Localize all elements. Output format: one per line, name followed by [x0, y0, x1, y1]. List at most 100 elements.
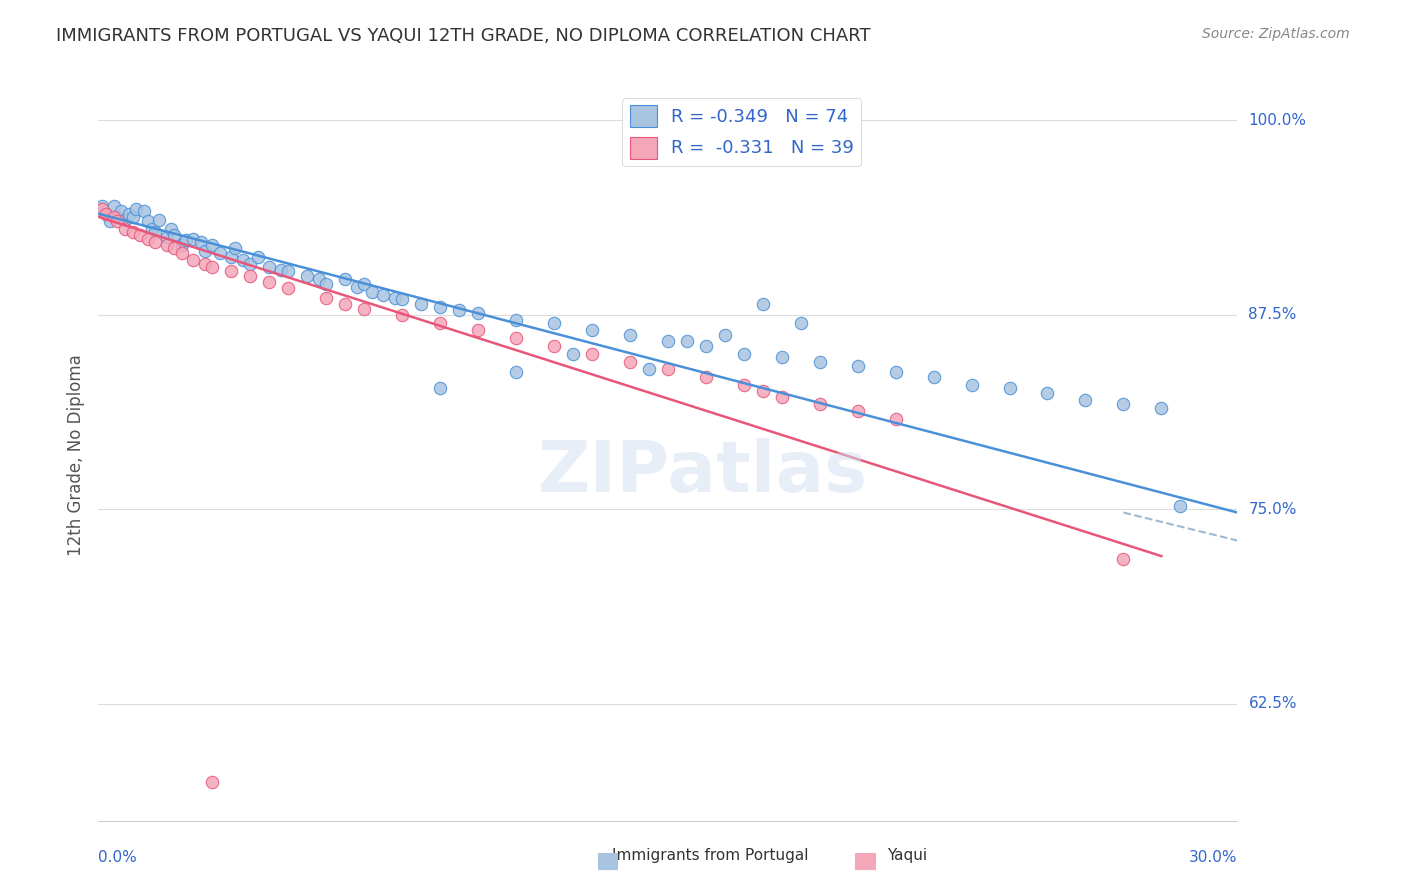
Point: [884, 412, 907, 426]
Point: [170, 245, 193, 260]
Point: [136, 231, 159, 245]
Point: [201, 260, 224, 274]
Point: [695, 339, 717, 353]
Point: [201, 237, 224, 252]
Point: [174, 233, 197, 247]
Text: Source: ZipAtlas.com: Source: ZipAtlas.com: [1202, 27, 1350, 41]
Point: [145, 226, 167, 240]
Point: [91, 202, 114, 216]
Point: [391, 293, 413, 307]
Point: [770, 390, 793, 404]
Point: [335, 272, 357, 286]
Point: [118, 207, 141, 221]
Text: 100.0%: 100.0%: [1249, 112, 1306, 128]
Point: [449, 303, 471, 318]
Point: [136, 214, 159, 228]
Point: [159, 222, 181, 236]
Point: [239, 256, 262, 270]
Point: [103, 210, 125, 224]
Point: [752, 384, 775, 398]
Point: [208, 245, 231, 260]
Point: [132, 203, 155, 218]
Point: [170, 237, 193, 252]
Point: [638, 362, 661, 376]
Point: [1150, 401, 1173, 416]
Point: [733, 347, 755, 361]
Point: [110, 203, 132, 218]
Point: [657, 362, 679, 376]
Point: [562, 347, 585, 361]
Point: [194, 244, 217, 258]
Point: [1112, 552, 1135, 566]
Point: [543, 339, 565, 353]
Point: [846, 404, 869, 418]
Point: [360, 285, 382, 299]
Point: [129, 228, 152, 243]
Point: [581, 347, 603, 361]
Point: [103, 199, 125, 213]
Point: [221, 250, 243, 264]
Text: Immigrants from Portugal: Immigrants from Portugal: [612, 848, 808, 863]
Point: [676, 334, 699, 349]
Point: [183, 253, 205, 268]
Point: [733, 377, 755, 392]
Point: [94, 207, 117, 221]
Point: [335, 297, 357, 311]
Point: [353, 301, 375, 316]
Point: [114, 213, 136, 227]
Point: [308, 272, 330, 286]
Point: [429, 316, 451, 330]
Point: [884, 366, 907, 380]
Point: [353, 277, 375, 291]
Point: [581, 323, 603, 337]
Y-axis label: 12th Grade, No Diploma: 12th Grade, No Diploma: [66, 354, 84, 556]
Point: [201, 774, 224, 789]
Point: [371, 287, 394, 301]
Point: [163, 241, 186, 255]
Text: 75.0%: 75.0%: [1249, 502, 1296, 516]
Text: 62.5%: 62.5%: [1249, 697, 1296, 712]
Point: [1112, 396, 1135, 410]
Text: 0.0%: 0.0%: [98, 850, 138, 865]
Point: [277, 281, 299, 295]
Point: [346, 280, 368, 294]
Point: [224, 241, 246, 255]
Point: [145, 235, 167, 249]
Point: [141, 222, 163, 236]
Point: [259, 275, 281, 289]
Point: [657, 334, 679, 349]
Point: [960, 377, 983, 392]
Point: [221, 264, 243, 278]
Point: [467, 323, 489, 337]
Text: Yaqui: Yaqui: [887, 848, 927, 863]
Point: [505, 312, 527, 326]
Point: [619, 354, 641, 368]
Point: [429, 300, 451, 314]
Point: [543, 316, 565, 330]
Text: 87.5%: 87.5%: [1249, 308, 1296, 322]
Point: [194, 256, 217, 270]
Point: [163, 228, 186, 243]
Point: [752, 297, 775, 311]
Point: [246, 250, 269, 264]
Point: [695, 370, 717, 384]
Text: IMMIGRANTS FROM PORTUGAL VS YAQUI 12TH GRADE, NO DIPLOMA CORRELATION CHART: IMMIGRANTS FROM PORTUGAL VS YAQUI 12TH G…: [56, 27, 870, 45]
Point: [125, 202, 148, 216]
Point: [232, 253, 254, 268]
Point: [1036, 385, 1059, 400]
Point: [384, 291, 406, 305]
Point: [297, 268, 319, 283]
Point: [315, 277, 337, 291]
Point: [315, 291, 337, 305]
Point: [505, 331, 527, 345]
Point: [156, 237, 179, 252]
Point: [190, 235, 212, 249]
Point: [411, 297, 433, 311]
Point: [1170, 500, 1192, 514]
Point: [429, 381, 451, 395]
Point: [391, 308, 413, 322]
Point: [277, 264, 299, 278]
Point: [107, 214, 129, 228]
Point: [156, 230, 179, 244]
Point: [505, 366, 527, 380]
